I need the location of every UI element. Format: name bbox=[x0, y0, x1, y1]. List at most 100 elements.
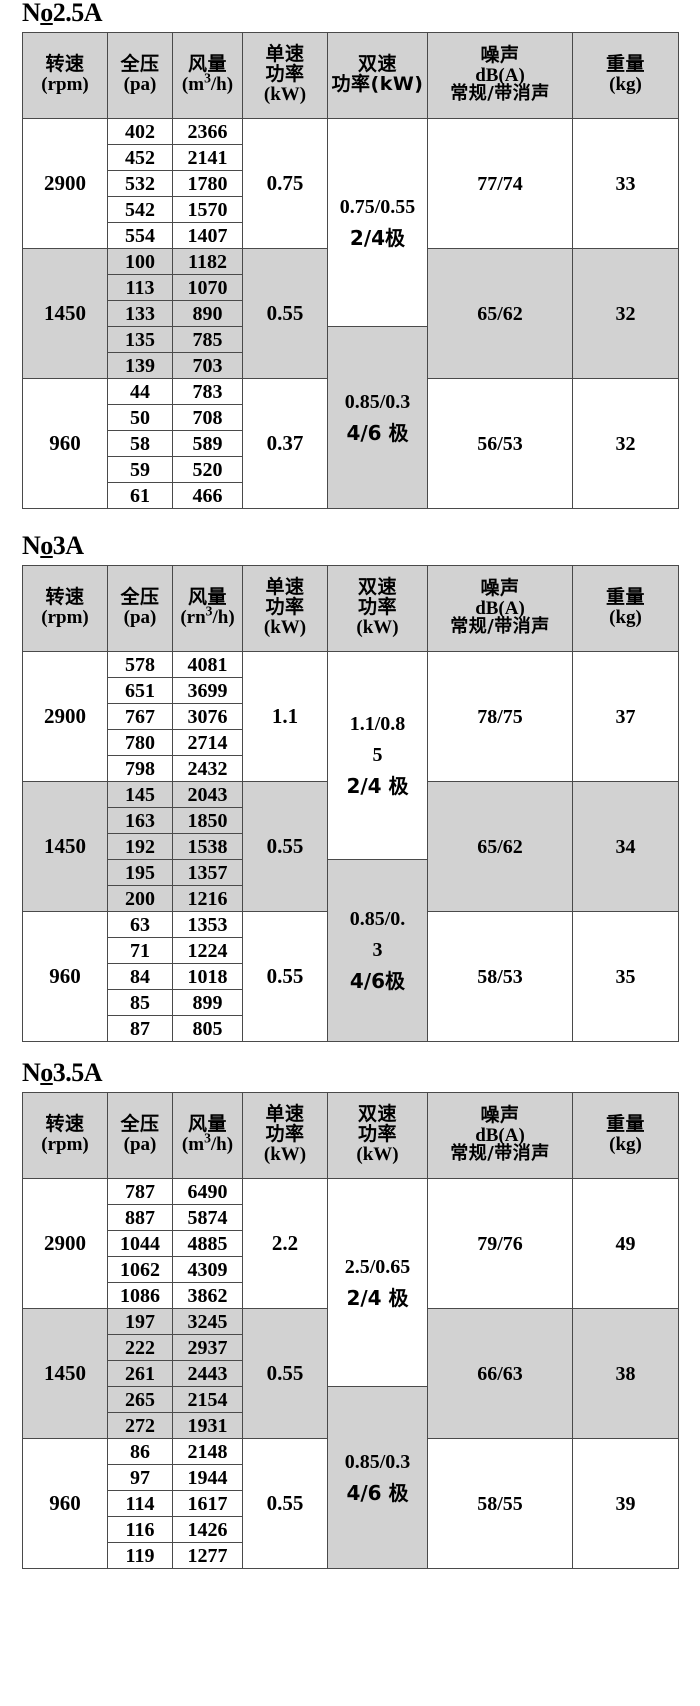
table-row: 554 1407 bbox=[23, 222, 679, 249]
cell-airflow: 2366 bbox=[172, 118, 243, 145]
cell-airflow: 2714 bbox=[172, 729, 243, 756]
cell-pressure: 1062 bbox=[107, 1256, 173, 1283]
cell-speed: 960 bbox=[22, 911, 108, 1042]
cell-pressure: 452 bbox=[107, 144, 173, 171]
cell-airflow: 703 bbox=[172, 352, 243, 379]
spec-block-no3a: No3A 转速 (rpm) 全压 (pa) 风量 (rn3/h) 单速 功率 (kW) 双速 功率 (k… bbox=[22, 531, 679, 1042]
title-model: 3A bbox=[52, 531, 84, 560]
cell-airflow: 1277 bbox=[172, 1542, 243, 1569]
cell-noise: 79/76 bbox=[427, 1178, 573, 1309]
cell-single-power: 0.75 bbox=[242, 118, 328, 249]
cell-dual-power: 0.75/0.55 2/4极 bbox=[327, 118, 428, 327]
spec-table-no2-5a: 转速 (rpm) 全压 (pa) 风量 (m3/h) 单速 功率 (kW) 双速 功率(kW) 噪声 d… bbox=[22, 32, 679, 509]
spec-block-no3-5a: No3.5A 转速 (rpm) 全压 (pa) 风量 (m3/h) 单速 功率 (kW) 双速 功率(… bbox=[22, 1060, 679, 1569]
cell-airflow: 589 bbox=[172, 430, 243, 457]
cell-noise: 56/53 bbox=[427, 378, 573, 509]
cell-pressure: 61 bbox=[107, 482, 173, 509]
cell-single-power: 0.55 bbox=[242, 1438, 328, 1569]
cell-noise: 58/55 bbox=[427, 1438, 573, 1569]
cell-pressure: 1044 bbox=[107, 1230, 173, 1257]
cell-airflow: 2937 bbox=[172, 1334, 243, 1361]
cell-weight: 39 bbox=[572, 1438, 679, 1569]
spec-table-no3a: 转速 (rpm) 全压 (pa) 风量 (rn3/h) 单速 功率 (kW) 双速 功率 (kW) 噪声… bbox=[22, 565, 679, 1042]
table-row: 1086 3862 bbox=[23, 1282, 679, 1309]
table-row: 887 5874 bbox=[23, 1204, 679, 1231]
column-header-airflow: 风量 (rn3/h) bbox=[172, 565, 243, 652]
title-model: 2.5A bbox=[52, 0, 103, 27]
cell-dual-power: 2.5/0.65 2/4 极 bbox=[327, 1178, 428, 1387]
spec-table-blocks: No2.5A 转速 (rpm) 全压 (pa) 风量 (m3/h) 单速 功率 (kW) 双速 功率(… bbox=[22, 0, 679, 1569]
cell-dual-power: 0.85/0.3 4/6 极 bbox=[327, 1386, 428, 1569]
cell-airflow: 1018 bbox=[172, 963, 243, 990]
table-row: 2900 578 4081 1.1 1.1/0.8 5 2/4 极 78/75 37 bbox=[22, 651, 679, 860]
cell-pressure: 222 bbox=[107, 1334, 173, 1361]
table-row: 116 1426 bbox=[23, 1516, 679, 1543]
cell-pressure: 542 bbox=[107, 196, 173, 223]
cell-airflow: 4081 bbox=[172, 651, 243, 678]
cell-airflow: 466 bbox=[172, 482, 243, 509]
cell-noise: 77/74 bbox=[427, 118, 573, 249]
cell-airflow: 1407 bbox=[172, 222, 243, 249]
cell-airflow: 1931 bbox=[172, 1412, 243, 1439]
cell-pressure: 59 bbox=[107, 456, 173, 483]
cell-pressure: 197 bbox=[107, 1308, 173, 1335]
cell-weight: 34 bbox=[572, 781, 679, 912]
cell-pressure: 578 bbox=[107, 651, 173, 678]
cell-airflow: 1850 bbox=[172, 807, 243, 834]
table-row: 2900 402 2366 0.75 0.75/0.55 2/4极 77/74 33 bbox=[22, 118, 679, 327]
cell-weight: 35 bbox=[572, 911, 679, 1042]
cell-pressure: 87 bbox=[107, 1015, 173, 1042]
cell-dual-power: 1.1/0.8 5 2/4 极 bbox=[327, 651, 428, 860]
cell-pressure: 261 bbox=[107, 1360, 173, 1387]
cell-dual-power: 0.85/0. 3 4/6极 bbox=[327, 859, 428, 1042]
column-header-single-power: 单速 功率 (kW) bbox=[242, 565, 328, 652]
cell-pressure: 163 bbox=[107, 807, 173, 834]
cell-airflow: 1353 bbox=[172, 911, 243, 938]
block-title-no2-5a: No2.5A bbox=[22, 0, 678, 32]
cell-noise: 65/62 bbox=[427, 781, 573, 912]
cell-airflow: 2443 bbox=[172, 1360, 243, 1387]
table-row: 1450 100 1182 0.55 65/62 32 bbox=[22, 248, 679, 379]
table-row: 119 1277 bbox=[23, 1542, 679, 1569]
cell-pressure: 651 bbox=[107, 677, 173, 704]
table-row: 651 3699 bbox=[23, 677, 679, 704]
cell-speed: 2900 bbox=[22, 1178, 108, 1309]
table-row: 135 785 0.85/0.3 4/6 极 bbox=[23, 326, 679, 509]
cell-noise: 65/62 bbox=[427, 248, 573, 379]
cell-airflow: 1538 bbox=[172, 833, 243, 860]
cell-airflow: 2432 bbox=[172, 755, 243, 782]
column-header-noise: 噪声 dB(A) 常规/带消声 bbox=[427, 1092, 573, 1179]
cell-airflow: 3699 bbox=[172, 677, 243, 704]
table-row: 2900 787 6490 2.2 2.5/0.65 2/4 极 79/76 49 bbox=[22, 1178, 679, 1387]
table-row: 195 1357 0.85/0. 3 4/6极 bbox=[23, 859, 679, 1042]
table-row: 780 2714 bbox=[23, 729, 679, 756]
column-header-noise: 噪声 dB(A) 常规/带消声 bbox=[427, 32, 573, 119]
cell-pressure: 1086 bbox=[107, 1282, 173, 1309]
cell-airflow: 1070 bbox=[172, 274, 243, 301]
column-header-dual-power: 双速功率(kW) bbox=[327, 565, 428, 652]
cell-noise: 78/75 bbox=[427, 651, 573, 782]
cell-weight: 38 bbox=[572, 1308, 679, 1439]
cell-weight: 32 bbox=[572, 248, 679, 379]
cell-pressure: 63 bbox=[107, 911, 173, 938]
title-prefix: No bbox=[22, 0, 53, 27]
cell-noise: 66/63 bbox=[427, 1308, 573, 1439]
cell-speed: 1450 bbox=[22, 1308, 108, 1439]
cell-pressure: 114 bbox=[107, 1490, 173, 1517]
column-header-pressure: 全压 (pa) bbox=[107, 565, 173, 652]
column-header-speed: 转速 (rpm) bbox=[22, 565, 108, 652]
cell-pressure: 58 bbox=[107, 430, 173, 457]
cell-weight: 49 bbox=[572, 1178, 679, 1309]
title-prefix: No bbox=[22, 531, 53, 560]
cell-weight: 33 bbox=[572, 118, 679, 249]
cell-pressure: 139 bbox=[107, 352, 173, 379]
cell-pressure: 135 bbox=[107, 326, 173, 353]
table-row: 222 2937 bbox=[23, 1334, 679, 1361]
cell-airflow: 1426 bbox=[172, 1516, 243, 1543]
cell-pressure: 887 bbox=[107, 1204, 173, 1231]
table-row: 798 2432 bbox=[23, 755, 679, 782]
cell-pressure: 195 bbox=[107, 859, 173, 886]
block-spacer bbox=[22, 1042, 678, 1060]
cell-airflow: 4885 bbox=[172, 1230, 243, 1257]
column-header-pressure: 全压 (pa) bbox=[107, 1092, 173, 1179]
